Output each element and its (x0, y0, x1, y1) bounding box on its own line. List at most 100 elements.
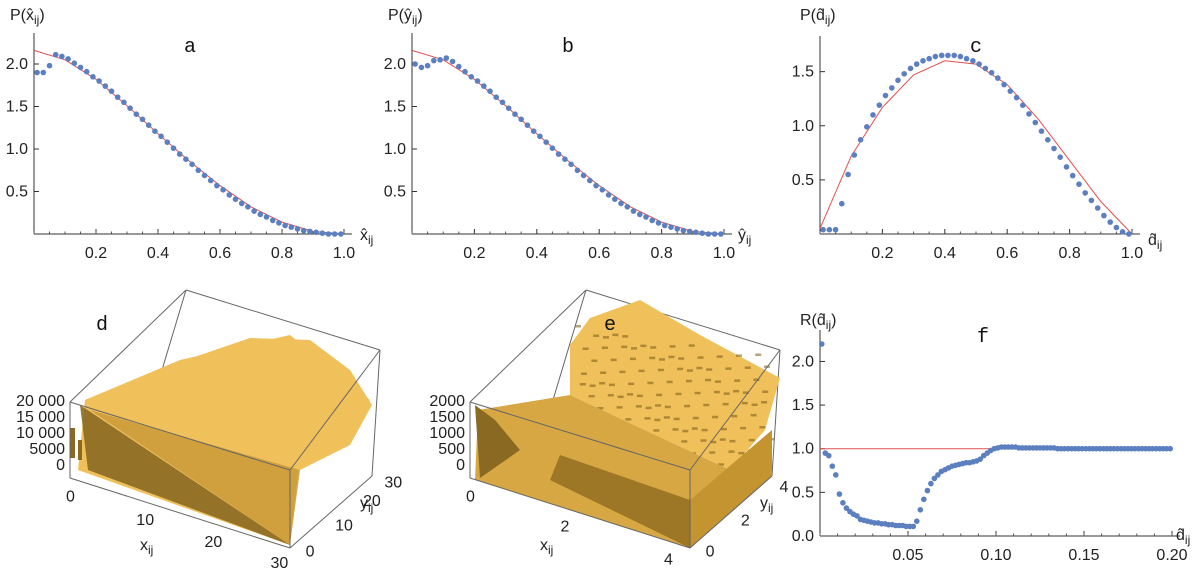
x-tick-label: 0.4 (934, 245, 956, 262)
histogram-noise (718, 463, 724, 466)
histogram-noise (751, 403, 758, 406)
histogram-noise (666, 380, 673, 384)
histogram-top (85, 338, 372, 470)
histogram-noise (644, 417, 651, 420)
histogram-noise (675, 392, 682, 396)
x-axis-title: d̂ij (1176, 527, 1190, 547)
data-point (183, 156, 189, 162)
data-point (158, 133, 164, 140)
x-tick-label: 0.20 (1156, 547, 1187, 564)
histogram-noise (657, 368, 664, 372)
histogram-noise (741, 401, 748, 405)
data-point (127, 105, 133, 111)
data-point (1113, 224, 1120, 231)
data-point (1032, 119, 1039, 126)
data-point (1057, 154, 1063, 160)
histogram-noise (659, 358, 665, 361)
x-tick-label: 1.0 (713, 245, 735, 262)
histogram-spike (78, 440, 82, 460)
data-point (34, 69, 40, 76)
box-edge (469, 289, 587, 403)
data-point (562, 156, 568, 162)
fit-curve (411, 49, 725, 235)
data-point (957, 53, 964, 60)
histogram-noise (709, 451, 716, 454)
data-point (931, 475, 938, 482)
data-point (1045, 137, 1051, 143)
histogram-noise (647, 381, 654, 385)
histogram-noise (645, 406, 652, 410)
data-point (555, 151, 562, 157)
data-point (932, 53, 939, 60)
histogram-noise (636, 394, 643, 398)
data-point (189, 161, 195, 168)
data-point (207, 177, 214, 184)
data-point (928, 480, 934, 487)
histogram-noise (748, 438, 755, 442)
x-tick-label: 20 (205, 534, 223, 551)
panel-letter: a (184, 36, 196, 59)
histogram-noise (696, 366, 703, 370)
data-point (976, 61, 982, 67)
data-point (836, 491, 843, 497)
data-point (895, 77, 901, 84)
data-point (668, 224, 674, 230)
box-edge (585, 289, 781, 351)
data-point (294, 226, 301, 232)
data-point (711, 231, 718, 237)
data-point (1076, 181, 1082, 187)
histogram-noise (755, 353, 762, 356)
data-point (854, 513, 860, 519)
x-tick-label: 2 (561, 519, 570, 536)
y-tick-label: 1.5 (792, 397, 814, 414)
data-point (910, 523, 917, 530)
y-tick-label: 1.0 (792, 118, 814, 135)
data-point (921, 496, 927, 503)
panel-f: 0.05 0.10 0.15 0.20 0.0 0.5 1.0 1.5 2.0 f R(d̂ij) d… (792, 312, 1191, 564)
x-tick-label: 0.6 (996, 245, 1018, 262)
data-point (325, 231, 332, 237)
x-tick-label: 0.6 (209, 245, 231, 262)
histogram-noise (688, 344, 695, 347)
data-point (674, 226, 680, 232)
data-point (599, 187, 606, 193)
data-point (499, 99, 506, 106)
panel-b: 0.2 0.4 0.6 0.8 1.0 0.5 1.0 1.5 2.0 b P(ŷij) ŷij (384, 7, 752, 262)
histogram-noise (640, 344, 647, 348)
data-point (889, 85, 895, 91)
x-tick-label: 0.15 (1068, 547, 1099, 564)
data-point (1001, 81, 1007, 88)
panel-letter: d (96, 314, 108, 337)
histogram-noise (753, 378, 760, 381)
box-edge (371, 349, 381, 477)
histogram-noise (575, 325, 581, 328)
histogram-noise (723, 392, 730, 395)
data-point (418, 64, 425, 71)
y-tick-label: 1.5 (792, 64, 814, 81)
data-point (40, 69, 47, 76)
histogram-noise (725, 367, 732, 370)
data-point (245, 204, 251, 210)
z-tick-label: 0 (56, 457, 65, 474)
box-edge (69, 401, 291, 471)
data-point (1063, 164, 1070, 170)
data-point (512, 111, 518, 117)
histogram-noise (608, 383, 615, 387)
data-point (214, 182, 220, 189)
histogram-noise (681, 440, 688, 443)
histogram-noise (629, 357, 636, 361)
histogram-noise (627, 393, 634, 396)
histogram-noise (619, 370, 626, 374)
data-point (624, 204, 631, 210)
histogram-noise (700, 439, 707, 442)
histogram-noise (656, 393, 663, 397)
y-tick-label: 2.0 (384, 56, 406, 73)
data-point (839, 200, 845, 207)
data-point (71, 60, 78, 66)
data-point (574, 167, 581, 174)
data-point (102, 83, 109, 89)
x-tick-label: 0.8 (650, 245, 672, 262)
histogram-front-face (550, 455, 690, 548)
histogram-noise (729, 439, 736, 443)
histogram-spike-face (475, 405, 520, 478)
